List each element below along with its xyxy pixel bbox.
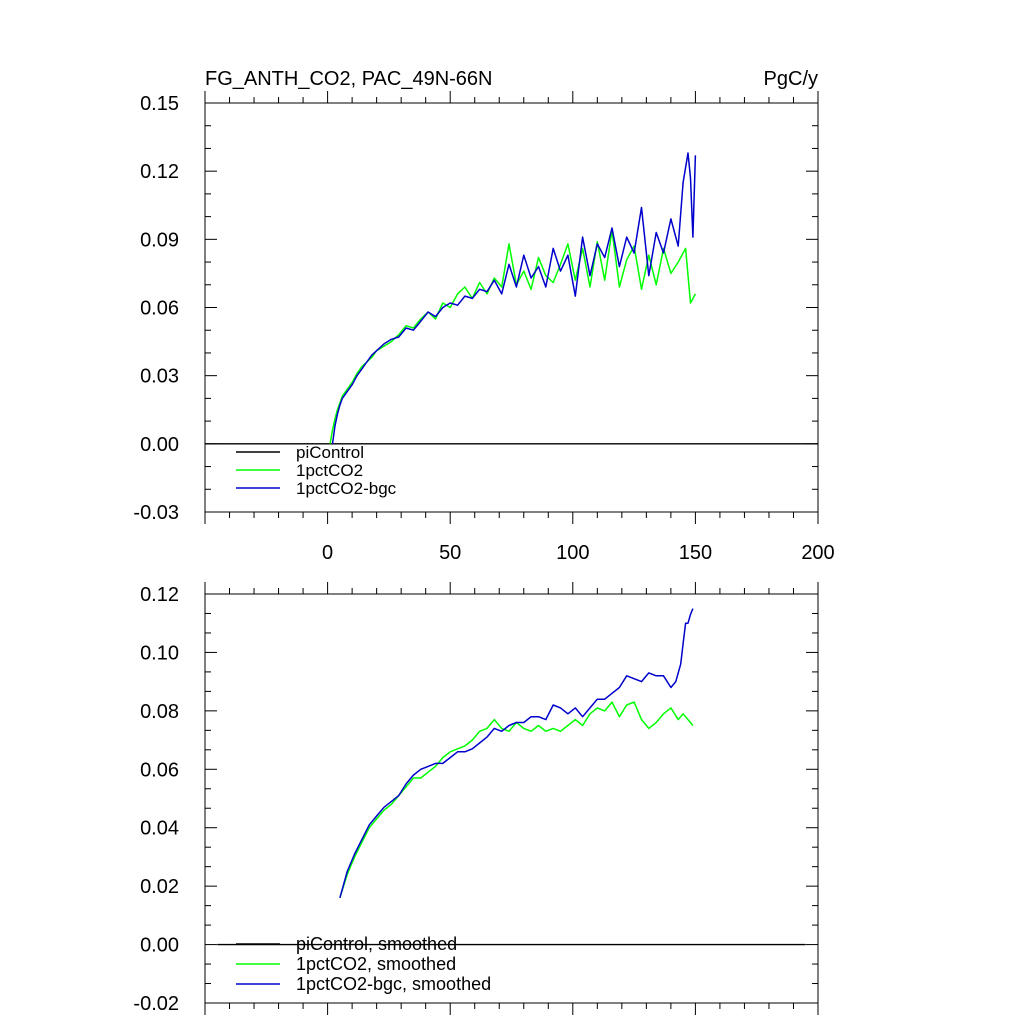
y-tick-label: 0.09: [140, 229, 179, 251]
y-tick-label: -0.02: [133, 993, 179, 1015]
x-tick-label: 100: [556, 542, 589, 564]
legend-label: 1pctCO2-bgc: [296, 479, 397, 498]
top-axis-ticks: -0.03 0.00 0.03 0.06 0.09 0.12 0.15 0 50 100 150 20…: [133, 91, 835, 564]
y-tick-label: 0.02: [140, 876, 179, 898]
series-line-3: [339, 608, 694, 899]
units-label: PgC/y: [764, 68, 818, 90]
x-tick-label: 200: [801, 542, 834, 564]
x-tick-label: 50: [439, 542, 461, 564]
legend-label: 1pctCO2: [296, 461, 363, 480]
y-tick-label: 0.12: [140, 161, 179, 183]
bottom-series-lines: [217, 608, 806, 946]
legend-label: 1pctCO2-bgc, smoothed: [296, 974, 491, 994]
bottom-panel: -0.02 0.00 0.02 0.04 0.06 0.08 0.10 0.12 piCont…: [133, 582, 819, 1015]
chart-title: FG_ANTH_CO2, PAC_49N-66N: [205, 68, 493, 90]
legend-label: piControl: [296, 443, 364, 462]
y-tick-label: 0.10: [140, 642, 179, 664]
y-tick-label: 0.06: [140, 298, 179, 320]
series-line-3: [331, 152, 697, 444]
y-tick-label: 0.08: [140, 701, 179, 723]
y-tick-label: 0.12: [140, 584, 179, 606]
bottom-plot-frame: [204, 593, 819, 1004]
y-tick-label: 0.04: [140, 818, 179, 840]
y-tick-label: -0.03: [133, 502, 179, 524]
legend-label: 1pctCO2, smoothed: [296, 954, 456, 974]
top-panel: -0.03 0.00 0.03 0.06 0.09 0.12 0.15 0 50 100 150 20…: [133, 68, 834, 564]
y-tick-label: 0.06: [140, 759, 179, 781]
y-tick-label: 0.00: [140, 434, 179, 456]
x-tick-label: 0: [322, 542, 333, 564]
y-tick-label: 0.15: [140, 93, 179, 115]
series-line-2: [329, 229, 697, 444]
top-series-lines: [205, 152, 818, 445]
y-tick-label: 0.03: [140, 366, 179, 388]
legend-label: piControl, smoothed: [296, 934, 457, 954]
y-tick-label: 0.00: [140, 935, 179, 957]
bottom-axis-ticks: -0.02 0.00 0.02 0.04 0.06 0.08 0.10 0.12: [133, 582, 819, 1015]
x-tick-label: 150: [679, 542, 712, 564]
